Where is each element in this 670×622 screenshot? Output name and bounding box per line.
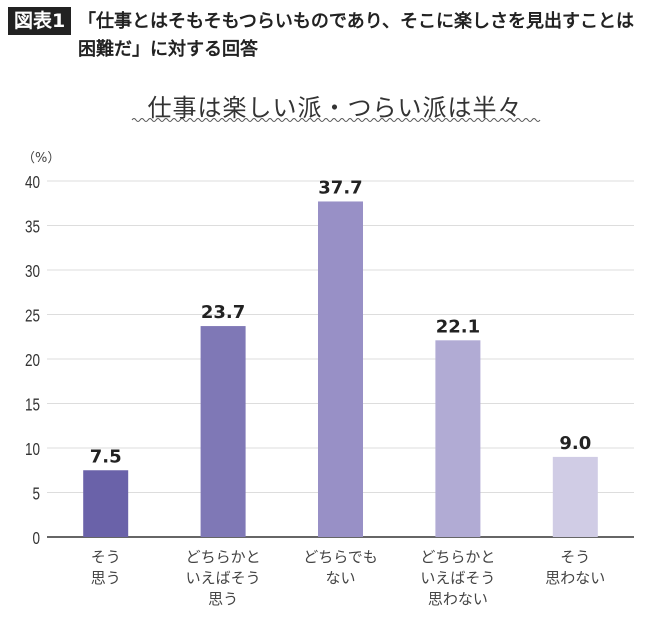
y-tick-label: 25 [25, 307, 40, 326]
x-tick-label: 思わない [428, 590, 488, 608]
y-tick-label: 0 [32, 529, 40, 548]
title-wavy-underline [131, 118, 541, 122]
data-label: 37.7 [318, 177, 362, 198]
y-tick-label: 10 [25, 440, 40, 459]
y-tick-label: 40 [25, 173, 40, 192]
x-tick-label: ない [325, 569, 355, 587]
x-tick-label: どちらかと [186, 548, 261, 566]
y-tick-label: 15 [25, 396, 40, 415]
y-tick-label: 35 [25, 218, 40, 237]
bar [318, 201, 363, 537]
data-label: 22.1 [436, 316, 480, 337]
chart-title: 仕事は楽しい派・つらい派は半々 [147, 94, 523, 122]
y-tick-label: 30 [25, 262, 40, 281]
y-tick-label: 20 [25, 351, 40, 370]
x-tick-label: そう [560, 548, 590, 566]
bar [83, 470, 129, 537]
x-tick-label: そう [91, 548, 121, 566]
question-heading: 「仕事とはそもそもつらいものであり、そこに楽しさを見出すことは 困難だ」に対する… [78, 8, 668, 64]
x-tick-label: いえばそう [186, 569, 261, 587]
data-label: 7.5 [90, 446, 122, 467]
data-label: 9.0 [559, 433, 591, 454]
bar [435, 340, 481, 537]
x-tick-label: どちらでも [303, 548, 378, 566]
x-tick-label: いえばそう [420, 569, 495, 587]
y-tick-label: 5 [32, 485, 40, 504]
x-tick-label: 思う [91, 569, 121, 587]
bar [200, 326, 246, 537]
y-axis-unit: （%） [22, 151, 60, 166]
question-line-2: 困難だ」に対する回答 [78, 39, 258, 60]
bar [552, 456, 598, 537]
data-label: 23.7 [201, 302, 245, 323]
x-tick-label: 思わない [545, 569, 605, 587]
question-line-1: 「仕事とはそもそもつらいものであり、そこに楽しさを見出すことは [78, 11, 635, 32]
figure-label: 図表1 [8, 7, 72, 35]
x-tick-label: 思う [208, 590, 238, 608]
x-tick-label: どちらかと [420, 548, 495, 566]
